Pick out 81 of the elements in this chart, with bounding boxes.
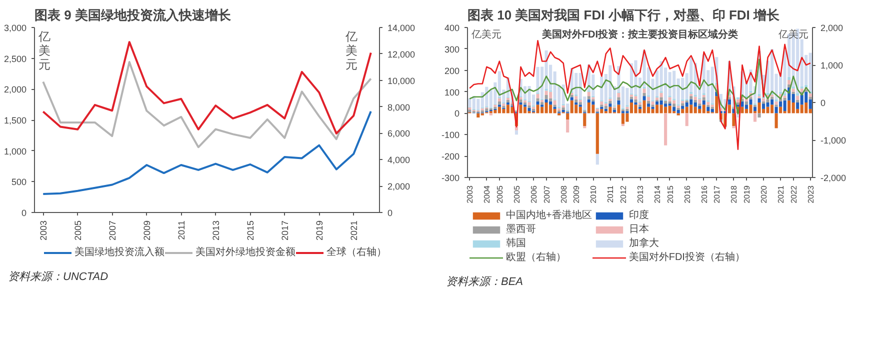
x-tick-label: 2016: [682, 184, 692, 204]
y2-tick-label: 1,000: [820, 60, 844, 70]
y2-tick-label: 12,000: [388, 49, 416, 60]
y-tick-label: 300: [444, 44, 460, 54]
x-tick-label: 2011: [176, 220, 187, 240]
x-tick-label: 2007: [108, 220, 118, 241]
y-tick-label: 100: [444, 87, 460, 98]
y-tick-label: 1,000: [4, 146, 27, 156]
y-tick-label: 3,000: [4, 23, 27, 33]
x-tick-label: 2019: [314, 220, 325, 241]
x-tick-label: 2007: [542, 184, 552, 204]
x-tick-label: 2021: [776, 184, 786, 204]
y2-tick-label: -1,000: [820, 136, 846, 146]
legend-label: 日本: [628, 222, 649, 236]
legend-label: 美国绿地投资流入额: [74, 246, 164, 259]
y-tick-label: -200: [441, 152, 460, 162]
y2-axis-title: 亿美元: [344, 30, 358, 72]
text: 资料来源：BEA: [446, 275, 524, 290]
x-tick-label: 2009: [572, 184, 582, 204]
y-tick-label: -300: [441, 173, 460, 183]
x-tick-label: 2003: [466, 184, 475, 204]
y-tick-label: -100: [441, 130, 460, 140]
y-tick-label: 400: [444, 23, 460, 33]
y2-tick-label: 6,000: [388, 128, 410, 139]
x-tick-label: 2005: [73, 220, 84, 241]
y-tick-label: 0: [454, 108, 460, 119]
x-tick-label: 2005: [512, 184, 522, 204]
y-tick-label: 2,500: [4, 54, 27, 64]
y-tick-label: 2,000: [4, 84, 27, 95]
x-tick-label: 2020: [760, 184, 769, 204]
x-tick-label: 2021: [349, 220, 360, 241]
chart-title: 图表 10 美国对我国 FDI 小幅下行，对墨、印 FDI 增长: [468, 8, 781, 22]
y2-tick-label: 10,000: [388, 76, 416, 86]
x-tick-label: 2015: [246, 220, 256, 241]
legend-label: 全球（右轴）: [326, 246, 386, 259]
y2-tick-label: 0: [388, 208, 393, 218]
x-tick-label: 2008: [559, 184, 568, 204]
x-tick-label: 2003: [38, 220, 49, 241]
x-tick-label: 2014: [653, 184, 662, 204]
chart-subtitle: 美国对外FDI投资：按主要投资目标区域分类: [540, 28, 738, 40]
y2-tick-label: 2,000: [820, 23, 844, 33]
x-tick-label: 2006: [530, 184, 539, 204]
y2-tick-label: 0: [820, 98, 826, 108]
legend-label: 欧盟（右轴）: [506, 250, 566, 264]
legend-label: 美国对外FDI投资（右轴）: [628, 250, 745, 264]
x-tick-label: 2017: [712, 184, 722, 204]
y-tick-label: 200: [444, 66, 460, 76]
y-tick-label: 0: [21, 208, 27, 218]
text: 资料来源：UNCTAD: [8, 270, 108, 285]
x-tick-label: 2013: [636, 184, 645, 204]
legend-label: 中国内地+香港地区: [506, 208, 592, 222]
y-axis-title: 亿美元: [38, 30, 50, 72]
x-tick-label: 2013: [211, 220, 222, 241]
x-tick-label: 2005: [495, 184, 504, 204]
y2-tick-label: -2,000: [820, 173, 846, 183]
y2-tick-label: 4,000: [388, 155, 410, 166]
chart-title: 图表 9 美国绿地投资流入快速增长: [34, 8, 232, 22]
x-tick-label: 2017: [280, 220, 290, 241]
y2-tick-label: 2,000: [388, 182, 410, 192]
x-tick-label: 2009: [142, 220, 152, 241]
x-tick-label: 2023: [806, 184, 816, 204]
x-tick-label: 2018: [730, 184, 739, 204]
x-tick-label: 2016: [700, 184, 709, 204]
y2-tick-label: 14,000: [388, 23, 416, 33]
x-tick-label: 2022: [789, 184, 798, 204]
legend-label: 印度: [628, 208, 649, 222]
legend-label: 墨西哥: [506, 223, 536, 236]
legend-label: 加拿大: [628, 236, 659, 250]
legend-label: 韩国: [506, 236, 526, 250]
x-tick-label: 2004: [482, 184, 492, 204]
y2-tick-label: 8,000: [388, 102, 410, 112]
y-tick-label: 1,500: [4, 116, 27, 126]
y-tick-label: 500: [11, 177, 27, 188]
y2-axis-title: 亿美元: [778, 28, 808, 40]
legend-label: 美国对外绿地投资金额: [196, 246, 296, 259]
x-tick-label: 2010: [589, 184, 598, 204]
x-tick-label: 2015: [666, 184, 675, 204]
y-axis-title: 亿美元: [470, 28, 502, 40]
x-tick-label: 2011: [606, 184, 616, 203]
x-tick-label: 2019: [742, 184, 752, 204]
x-tick-label: 2012: [618, 184, 628, 204]
